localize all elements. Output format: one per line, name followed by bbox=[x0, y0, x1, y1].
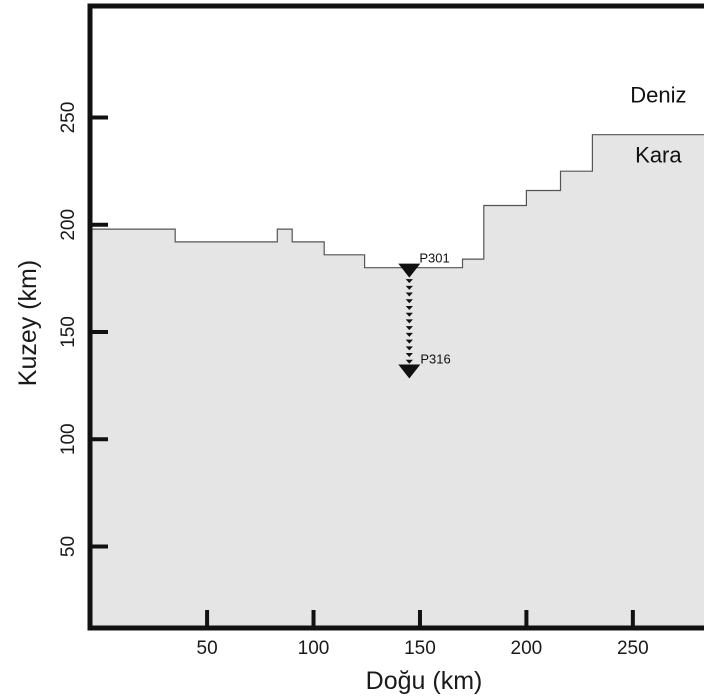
y-tick-label-50: 50 bbox=[58, 536, 79, 557]
y-tick-label-250: 250 bbox=[58, 102, 79, 134]
station-layer bbox=[398, 263, 421, 379]
station-marker-1 bbox=[398, 263, 421, 278]
region-label-kara: Kara bbox=[635, 143, 682, 168]
station-marker-7 bbox=[405, 305, 413, 310]
x-tick-label-200: 200 bbox=[511, 638, 543, 659]
x-tick-label-100: 100 bbox=[298, 638, 330, 659]
station-marker-15 bbox=[405, 359, 413, 364]
plot-frame bbox=[87, 3, 704, 631]
station-marker-3 bbox=[405, 279, 413, 284]
station-marker-9 bbox=[405, 319, 413, 324]
x-tick-label-150: 150 bbox=[404, 638, 436, 659]
y-tick-label-150: 150 bbox=[58, 316, 79, 348]
station-marker-11 bbox=[405, 332, 413, 337]
station-label-first: P301 bbox=[419, 251, 449, 266]
y-axis-title: Kuzey (km) bbox=[14, 260, 42, 386]
station-marker-2 bbox=[405, 272, 413, 277]
station-marker-16 bbox=[398, 364, 421, 379]
station-label-last: P316 bbox=[420, 351, 450, 366]
y-tick-label-200: 200 bbox=[58, 209, 79, 241]
station-marker-5 bbox=[405, 292, 413, 297]
station-marker-13 bbox=[405, 346, 413, 351]
region-label-deniz: Deniz bbox=[630, 83, 686, 108]
text-layer: Deniz Kara P301 P316 Doğu (km) Kuzey (km… bbox=[14, 83, 687, 695]
station-marker-12 bbox=[405, 339, 413, 344]
tick-layer: 50 100 150 200 250 50 100 150 200 250 bbox=[58, 102, 649, 659]
land-area bbox=[90, 134, 704, 628]
x-axis-title: Doğu (km) bbox=[366, 667, 483, 695]
station-marker-8 bbox=[405, 312, 413, 317]
y-tick-label-100: 100 bbox=[58, 423, 79, 455]
station-marker-14 bbox=[405, 353, 413, 358]
station-marker-4 bbox=[405, 285, 413, 290]
x-tick-label-50: 50 bbox=[197, 638, 218, 659]
station-marker-6 bbox=[405, 299, 413, 304]
x-tick-label-250: 250 bbox=[617, 638, 649, 659]
station-marker-10 bbox=[405, 326, 413, 331]
